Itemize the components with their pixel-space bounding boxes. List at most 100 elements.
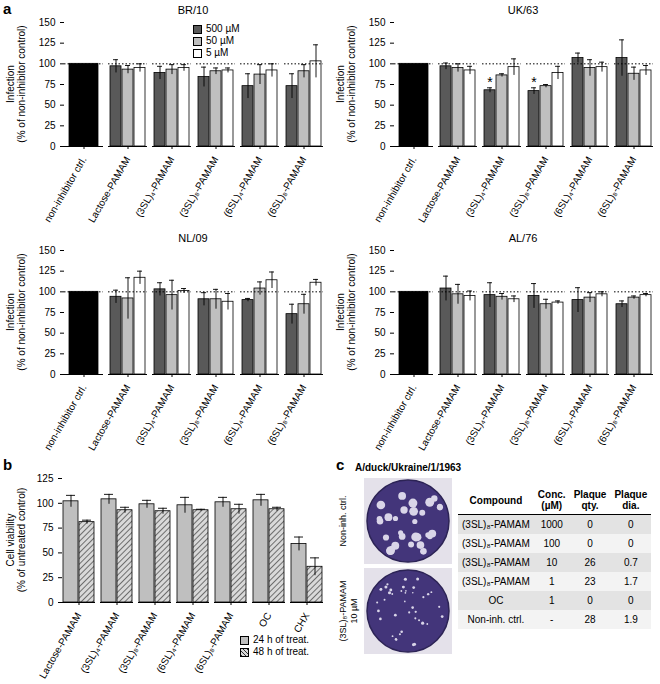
svg-text:(3SL)₄-PAMAM: (3SL)₄-PAMAM [463, 155, 506, 219]
svg-text:125: 125 [369, 37, 386, 48]
svg-text:75: 75 [42, 522, 54, 533]
svg-text:non-inhibitor ctrl.: non-inhibitor ctrl. [372, 155, 418, 225]
svg-text:50: 50 [42, 547, 54, 558]
html-text:OC: OC [488, 595, 504, 606]
svg-text:75: 75 [374, 79, 386, 90]
svg-text:Lactose-PAMAM: Lactose-PAMAM [37, 611, 84, 681]
html-text:24 h of treat.: 24 h of treat. [253, 634, 310, 645]
svg-text:0: 0 [50, 369, 56, 380]
svg-text:150: 150 [39, 245, 56, 256]
svg-text:125: 125 [37, 473, 54, 484]
html-text:23: 23 [584, 576, 596, 587]
html-text:100: 100 [543, 538, 561, 549]
svg-text:(6SL)₄-PAMAM: (6SL)₄-PAMAM [154, 611, 197, 675]
html-text:10: 10 [546, 557, 558, 568]
svg-text:non-inhibitor ctrl.: non-inhibitor ctrl. [42, 155, 88, 225]
svg-text:(3SL)₄-PAMAM: (3SL)₄-PAMAM [133, 155, 176, 219]
svg-text:(3SL)₈-PAMAM: (3SL)₈-PAMAM [116, 611, 159, 675]
svg-text:Lactose-PAMAM: Lactose-PAMAM [416, 383, 463, 453]
svg-text:50: 50 [374, 327, 386, 338]
html-text:48 h of treat.: 48 h of treat. [253, 646, 310, 657]
svg-text:100: 100 [369, 58, 386, 69]
svg-text:(3SL)₈-PAMAM: (3SL)₈-PAMAM [507, 383, 550, 447]
html-text:A/duck/Ukraine/1/1963: A/duck/Ukraine/1/1963 [355, 462, 462, 473]
html-text:26: 26 [584, 557, 596, 568]
svg-text:(6SL)₈-PAMAM: (6SL)₈-PAMAM [265, 155, 308, 219]
svg-text:125: 125 [39, 37, 56, 48]
svg-text:0: 0 [48, 597, 54, 608]
svg-text:125: 125 [369, 265, 386, 276]
svg-text:OC: OC [256, 611, 273, 629]
svg-text:Lactose-PAMAM: Lactose-PAMAM [86, 383, 133, 453]
svg-text:75: 75 [44, 79, 56, 90]
html-text:Infection (% of non-inhibitor: Infection (% of non-inhibitor control) [5, 253, 27, 371]
svg-text:(6SL)₄-PAMAM: (6SL)₄-PAMAM [551, 383, 594, 447]
html-text:Compound: Compound [469, 494, 523, 506]
svg-text:(6SL)₈-PAMAM: (6SL)₈-PAMAM [595, 383, 638, 447]
svg-text:100: 100 [369, 286, 386, 297]
svg-text:25: 25 [374, 120, 386, 131]
svg-text:150: 150 [369, 17, 386, 28]
html-text:0.7: 0.7 [623, 557, 638, 568]
svg-text:non-inhibitor ctrl.: non-inhibitor ctrl. [42, 383, 88, 453]
svg-text:(6SL)₄-PAMAM: (6SL)₄-PAMAM [221, 383, 264, 447]
svg-text:100: 100 [39, 58, 56, 69]
svg-text:75: 75 [44, 307, 56, 318]
html-text:(3SL)₈-PAMAM: (3SL)₈-PAMAM [462, 557, 530, 568]
html-text:500 µM: 500 µM [206, 23, 240, 34]
html-text:Plaque dia.: Plaque dia. [614, 489, 648, 511]
html-text:1.7: 1.7 [623, 576, 638, 587]
html-text:5 µM: 5 µM [206, 47, 229, 58]
svg-text:(3SL)₈-PAMAM: (3SL)₈-PAMAM [177, 155, 220, 219]
svg-text:(6SL)₈-PAMAM: (6SL)₈-PAMAM [595, 155, 638, 219]
html-text:Plaque qty.: Plaque qty. [573, 489, 607, 511]
svg-text:(3SL)₄-PAMAM: (3SL)₄-PAMAM [133, 383, 176, 447]
svg-text:(6SL)₄-PAMAM: (6SL)₄-PAMAM [551, 155, 594, 219]
svg-text:25: 25 [374, 348, 386, 359]
html-text:Cell viability (% of untreated: Cell viability (% of untreated control) [5, 487, 27, 593]
svg-text:Lactose-PAMAM: Lactose-PAMAM [86, 155, 133, 225]
svg-text:0: 0 [50, 141, 56, 152]
html-text:(3SL)₈-PAMAM 10 µM: (3SL)₈-PAMAM 10 µM [338, 580, 359, 642]
svg-text:(3SL)₄-PAMAM: (3SL)₄-PAMAM [463, 383, 506, 447]
svg-text:75: 75 [374, 307, 386, 318]
html-text:Infection (% of non-inhibitor: Infection (% of non-inhibitor control) [5, 25, 27, 143]
html-text:UK/63: UK/63 [507, 4, 539, 16]
html-text:Infection (% of non-inhibitor: Infection (% of non-inhibitor control) [335, 25, 357, 143]
html-text:Infection (% of non-inhibitor: Infection (% of non-inhibitor control) [335, 253, 357, 371]
svg-text:*: * [531, 74, 537, 90]
html-text:(3SL)₈-PAMAM: (3SL)₈-PAMAM [462, 519, 530, 530]
svg-text:50: 50 [374, 99, 386, 110]
svg-text:0: 0 [380, 141, 386, 152]
svg-text:(3SL)₈-PAMAM: (3SL)₈-PAMAM [507, 155, 550, 219]
svg-text:125: 125 [39, 265, 56, 276]
svg-text:50: 50 [44, 99, 56, 110]
svg-text:100: 100 [37, 498, 54, 509]
svg-text:*: * [487, 74, 493, 90]
html-text:1000: 1000 [540, 519, 563, 530]
html-text:BR/10: BR/10 [177, 4, 209, 16]
html-text:(3SL)₈-PAMAM: (3SL)₈-PAMAM [462, 576, 530, 587]
html-text:Conc. (µM): Conc. (µM) [537, 489, 566, 511]
svg-text:25: 25 [44, 348, 56, 359]
html-text:NL/09: NL/09 [178, 232, 208, 244]
svg-text:non-inhibitor ctrl.: non-inhibitor ctrl. [372, 383, 418, 453]
svg-text:(3SL)₈-PAMAM: (3SL)₈-PAMAM [177, 383, 220, 447]
svg-text:CHX: CHX [291, 610, 311, 634]
svg-text:(6SL)₈-PAMAM: (6SL)₈-PAMAM [192, 611, 235, 675]
svg-text:25: 25 [44, 120, 56, 131]
svg-text:150: 150 [369, 245, 386, 256]
svg-text:150: 150 [39, 17, 56, 28]
svg-text:(3SL)₄-PAMAM: (3SL)₄-PAMAM [78, 611, 121, 675]
html-text:50 µM: 50 µM [206, 35, 234, 46]
html-text:Non-inh. ctrl.: Non-inh. ctrl. [467, 614, 525, 625]
svg-text:Lactose-PAMAM: Lactose-PAMAM [416, 155, 463, 225]
svg-text:(6SL)₈-PAMAM: (6SL)₈-PAMAM [265, 383, 308, 447]
svg-text:(6SL)₄-PAMAM: (6SL)₄-PAMAM [221, 155, 264, 219]
svg-text:100: 100 [39, 286, 56, 297]
html-text:AL/76: AL/76 [508, 232, 538, 244]
svg-text:50: 50 [44, 327, 56, 338]
svg-text:0: 0 [380, 369, 386, 380]
svg-text:25: 25 [42, 572, 54, 583]
html-text:(3SL)₈-PAMAM: (3SL)₈-PAMAM [462, 538, 530, 549]
